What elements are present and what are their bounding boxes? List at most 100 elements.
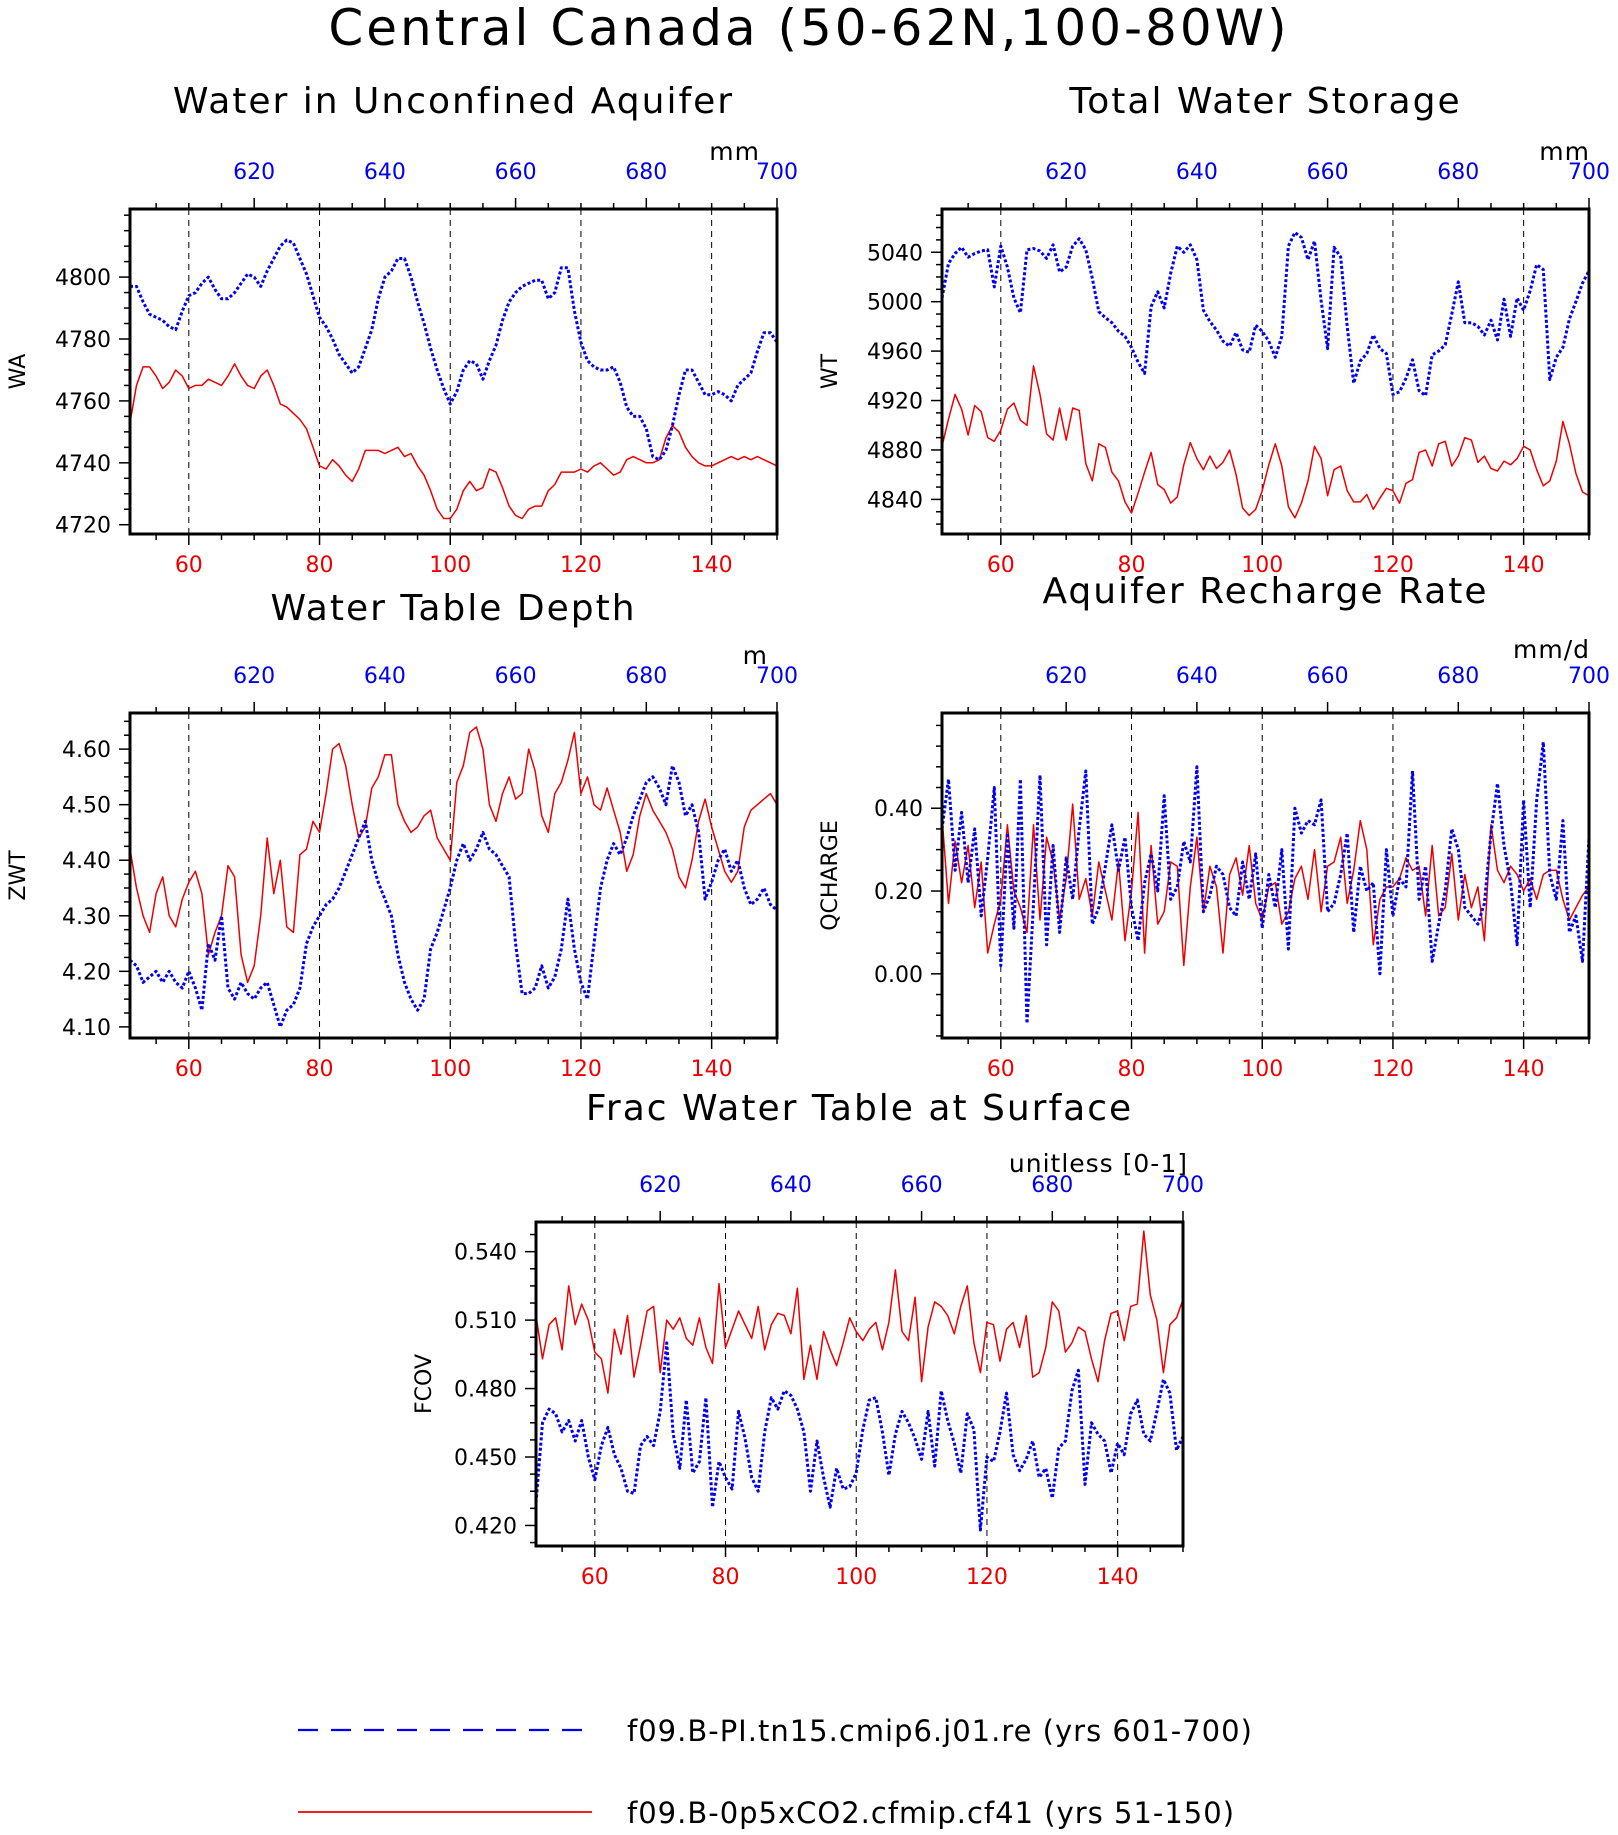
- y-axis-tick-label: 4880: [867, 439, 923, 464]
- top-axis-tick-label: 640: [1176, 160, 1218, 185]
- y-axis-label: ZWT: [6, 850, 31, 901]
- units-label: unitless [0-1]: [1009, 1149, 1188, 1178]
- legend: f09.B-PI.tn15.cmip6.j01.re (yrs 601-700)…: [298, 1714, 1253, 1830]
- y-axis-tick-label: 4.30: [62, 905, 111, 930]
- y-axis-label: FCOV: [412, 1354, 437, 1414]
- panels: Water in Unconfined Aquifer mm WA 60 80 100 12…: [6, 81, 1610, 1590]
- bottom-axis-tick-label: 80: [712, 1565, 740, 1590]
- series-line-0p5xco2: [536, 1230, 1183, 1394]
- bottom-axis-tick-label: 60: [987, 553, 1015, 578]
- bottom-axis-tick-label: 140: [691, 553, 733, 578]
- y-axis-tick-label: 4840: [867, 488, 923, 513]
- y-axis-tick-label: 4720: [55, 514, 111, 539]
- top-axis-tick-label: 700: [756, 160, 798, 185]
- top-axis-tick-label: 660: [901, 1173, 943, 1198]
- top-axis-tick-label: 620: [233, 664, 275, 689]
- bottom-axis-tick-label: 120: [966, 1565, 1008, 1590]
- bottom-axis-tick-label: 100: [835, 1565, 877, 1590]
- top-axis-tick-label: 700: [1162, 1173, 1204, 1198]
- bottom-axis-tick-label: 120: [1372, 553, 1414, 578]
- y-axis-tick-label: 4.50: [62, 794, 111, 819]
- panel-title: Water in Unconfined Aquifer: [173, 81, 734, 122]
- top-axis-tick-label: 640: [364, 160, 406, 185]
- top-axis-tick-label: 680: [1437, 664, 1479, 689]
- units-label: m: [743, 641, 768, 670]
- top-axis-tick-label: 640: [770, 1173, 812, 1198]
- y-axis-label: WT: [818, 353, 843, 389]
- y-axis-tick-label: 0.480: [454, 1378, 517, 1403]
- bottom-axis-tick-label: 80: [1118, 1057, 1146, 1082]
- panel-total-water-storage: Total Water Storage mm WT 60 80 100 120 140 620 6…: [818, 81, 1610, 578]
- y-axis-label: QCHARGE: [818, 820, 843, 931]
- units-label: mm: [709, 137, 760, 166]
- bottom-axis-tick-label: 140: [1503, 553, 1545, 578]
- bottom-axis-tick-label: 140: [691, 1057, 733, 1082]
- y-axis-tick-label: 0.420: [454, 1514, 517, 1539]
- bottom-axis-tick-label: 140: [1503, 1057, 1545, 1082]
- plot-frame: [534, 1220, 1185, 1548]
- top-axis-tick-label: 620: [1045, 664, 1087, 689]
- y-axis-tick-label: 4.20: [62, 960, 111, 985]
- panel-title: Water Table Depth: [270, 588, 636, 629]
- top-axis-tick-label: 700: [756, 664, 798, 689]
- bottom-axis-tick-label: 140: [1097, 1565, 1139, 1590]
- top-axis-tick-label: 660: [495, 664, 537, 689]
- y-axis-tick-label: 0.20: [874, 880, 923, 905]
- y-axis-tick-label: 5000: [867, 291, 923, 316]
- top-axis-tick-label: 680: [625, 664, 667, 689]
- series-line-pi-control: [536, 1341, 1183, 1532]
- y-axis-tick-label: 0.540: [454, 1241, 517, 1266]
- series-line-0p5xco2: [942, 365, 1589, 519]
- bottom-axis-tick-label: 120: [560, 1057, 602, 1082]
- y-axis-tick-label: 4.60: [62, 738, 111, 763]
- y-axis-tick-label: 4.10: [62, 1016, 111, 1041]
- y-axis-tick-label: 0.00: [874, 963, 923, 988]
- bottom-axis-tick-label: 60: [175, 1057, 203, 1082]
- panel-water-in-unconfined-aquifer: Water in Unconfined Aquifer mm WA 60 80 100 12…: [6, 81, 798, 578]
- bottom-axis-tick-label: 100: [429, 1057, 471, 1082]
- y-axis-label: WA: [6, 354, 31, 390]
- y-axis-tick-label: 4920: [867, 390, 923, 415]
- y-axis-tick-label: 0.510: [454, 1309, 517, 1334]
- top-axis-tick-label: 660: [495, 160, 537, 185]
- top-axis-tick-label: 640: [1176, 664, 1218, 689]
- panel-water-table-depth: Water Table Depth m ZWT 60 80 100 120 140 620 640…: [6, 588, 798, 1082]
- top-axis-tick-label: 700: [1568, 664, 1610, 689]
- series-line-pi-control: [130, 238, 777, 462]
- top-axis-tick-label: 660: [1307, 664, 1349, 689]
- panel-aquifer-recharge-rate: Aquifer Recharge Rate mm/d QCHARGE 60 80 100 1…: [818, 571, 1610, 1082]
- plot-frame: [940, 711, 1591, 1040]
- y-axis-tick-label: 4740: [55, 452, 111, 477]
- series-line-pi-control: [130, 764, 777, 1029]
- bottom-axis-tick-label: 60: [987, 1057, 1015, 1082]
- bottom-axis-tick-label: 100: [1241, 1057, 1283, 1082]
- y-axis-tick-label: 4960: [867, 340, 923, 365]
- panel-frac-water-table-at-surface: Frac Water Table at Surface unitless [0-1…: [412, 1088, 1204, 1590]
- panel-title: Total Water Storage: [1068, 81, 1461, 122]
- series-line-pi-control: [942, 231, 1589, 398]
- y-axis-tick-label: 0.450: [454, 1446, 517, 1471]
- units-label: mm: [1539, 137, 1590, 166]
- top-axis-tick-label: 660: [1307, 160, 1349, 185]
- top-axis-tick-label: 620: [233, 160, 275, 185]
- plot-frame: [128, 207, 779, 536]
- bottom-axis-tick-label: 60: [581, 1565, 609, 1590]
- bottom-axis-tick-label: 80: [306, 553, 334, 578]
- legend-label-0p5xco2: f09.B-0p5xCO2.cfmip.cf41 (yrs 51-150): [627, 1796, 1235, 1830]
- top-axis-tick-label: 680: [1031, 1173, 1073, 1198]
- series-line-pi-control: [942, 740, 1589, 1025]
- top-axis-tick-label: 680: [625, 160, 667, 185]
- legend-label-pi: f09.B-PI.tn15.cmip6.j01.re (yrs 601-700): [627, 1714, 1253, 1748]
- y-axis-tick-label: 4800: [55, 266, 111, 291]
- y-axis-tick-label: 0.40: [874, 797, 923, 822]
- top-axis-tick-label: 620: [1045, 160, 1087, 185]
- top-axis-tick-label: 700: [1568, 160, 1610, 185]
- bottom-axis-tick-label: 100: [1241, 553, 1283, 578]
- plot-frame: [128, 711, 779, 1040]
- bottom-axis-tick-label: 120: [1372, 1057, 1414, 1082]
- units-label: mm/d: [1513, 635, 1590, 664]
- top-axis-tick-label: 680: [1437, 160, 1479, 185]
- series-line-0p5xco2: [130, 726, 777, 984]
- series-line-0p5xco2: [130, 363, 777, 520]
